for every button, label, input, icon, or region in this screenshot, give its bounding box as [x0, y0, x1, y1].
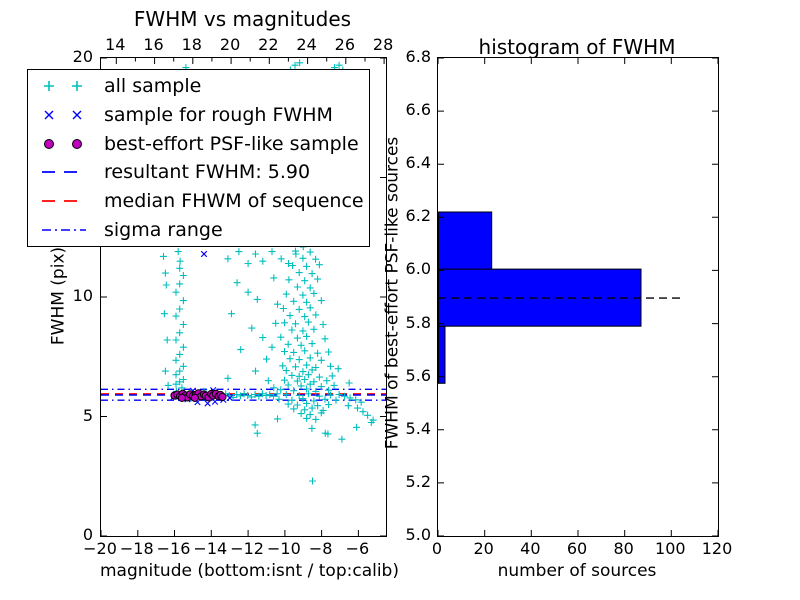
right-ytick-label: 6.6: [405, 100, 431, 120]
right-ytick-label: 6.0: [405, 259, 431, 279]
right-xtick-label: 20: [473, 539, 494, 558]
right-xtick-label: 60: [566, 539, 588, 558]
right-ytick-label: 5.0: [405, 525, 431, 544]
left-top-xtick-label: 18: [181, 35, 202, 54]
left-ytick-label: 5: [82, 405, 93, 425]
legend-label: all sample: [104, 75, 202, 98]
left-top-xtick-label: 14: [105, 35, 126, 54]
right-ytick-label: 5.2: [405, 471, 431, 491]
right-plot-area: [437, 57, 719, 537]
left-ytick-label: 0: [82, 525, 93, 544]
left-xtick-label: −6: [345, 539, 370, 558]
left-plot-canvas: [101, 58, 386, 536]
rough-fwhm-marker-icon: [44, 110, 82, 120]
legend-label: best-effort PSF-like sample: [104, 132, 359, 155]
left-top-xtick-label: 26: [334, 35, 356, 54]
legend-label: sample for rough FWHM: [104, 103, 333, 126]
left-top-xtick-label: 24: [296, 35, 317, 54]
left-xtick-label: −20: [83, 539, 117, 558]
right-ytick-label: 6.8: [405, 47, 431, 66]
right-xtick-label: 120: [701, 539, 733, 558]
median-fhwm-line-icon: [42, 200, 86, 202]
all-sample-marker-icon: [44, 81, 82, 92]
legend-item-rough-fwhm: sample for rough FWHM: [28, 101, 369, 129]
left-top-xtick-label: 20: [219, 35, 241, 54]
legend: all sample sample for rough FWHM best-ef…: [27, 69, 370, 247]
right-xtick-label: 0: [431, 539, 443, 558]
right-xtick-label: 80: [613, 539, 634, 558]
left-ytick-label: 10: [72, 286, 93, 305]
right-plot-xlabel: number of sources: [497, 561, 657, 581]
legend-item-psf-sample: best-effort PSF-like sample: [28, 130, 369, 158]
legend-item-median-fhwm: median FHWM of sequence: [28, 187, 369, 215]
right-ytick-label: 5.6: [405, 365, 431, 385]
left-top-xtick-label: 22: [258, 35, 279, 54]
left-xtick-label: −8: [308, 539, 333, 558]
right-plot-canvas: [438, 58, 718, 536]
right-ytick-label: 5.4: [405, 418, 431, 438]
legend-label: median FHWM of sequence: [104, 189, 364, 212]
left-plot-xlabel: magnitude (bottom:isnt / top:calib): [100, 561, 399, 581]
right-plot-title: histogram of FWHM: [478, 35, 676, 59]
right-ytick-label: 6.2: [405, 206, 431, 226]
resultant-fwhm-line-icon: [42, 171, 86, 174]
left-xtick-label: −10: [266, 539, 301, 558]
right-ytick-label: 5.8: [405, 312, 431, 332]
left-xtick-label: −18: [119, 539, 154, 558]
left-xtick-label: −16: [156, 539, 191, 558]
left-xtick-label: −14: [193, 539, 228, 558]
sigma-range-line-icon: [42, 228, 86, 231]
left-plot-title: FWHM vs magnitudes: [133, 7, 352, 31]
left-top-xtick-label: 28: [372, 35, 394, 54]
right-plot-ylabel: FWHM of best-effort PSF-like sources: [382, 136, 403, 450]
legend-label: resultant FWHM: 5.90: [104, 161, 311, 184]
legend-item-all-sample: all sample: [28, 72, 369, 100]
psf-sample-marker-icon: [44, 138, 82, 149]
left-ytick-label: 20: [72, 47, 93, 66]
left-xtick-label: −12: [230, 539, 264, 558]
right-ytick-label: 6.4: [405, 153, 431, 173]
legend-item-resultant-fwhm: resultant FWHM: 5.90: [28, 158, 369, 186]
legend-item-sigma-range: sigma range: [28, 216, 369, 244]
left-top-xtick-label: 16: [143, 35, 164, 54]
right-xtick-label: 40: [520, 539, 541, 558]
right-xtick-label: 100: [655, 539, 686, 558]
legend-label: sigma range: [104, 218, 223, 241]
